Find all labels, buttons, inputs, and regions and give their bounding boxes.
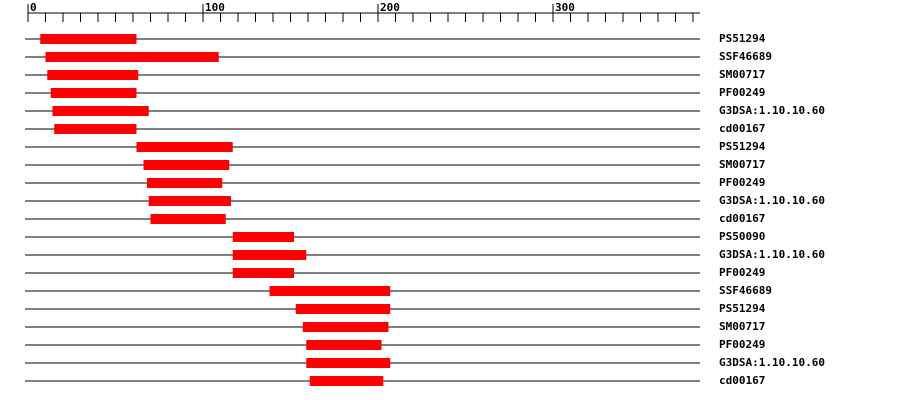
row-label: PF00249	[719, 338, 765, 351]
domain-bar	[306, 358, 391, 368]
domain-bar	[54, 124, 137, 134]
row-label: SM00717	[719, 158, 765, 171]
row-label: PS51294	[719, 32, 766, 45]
domain-bar	[232, 268, 294, 278]
row-label: G3DSA:1.10.10.60	[719, 104, 825, 117]
domain-bar	[269, 286, 391, 296]
domain-bar	[309, 376, 384, 386]
x-tick-label: 200	[380, 1, 400, 14]
row-label: PF00249	[719, 266, 765, 279]
row-label: G3DSA:1.10.10.60	[719, 356, 825, 369]
row-label: cd00167	[719, 122, 765, 135]
domain-bar	[136, 142, 233, 152]
row-label: cd00167	[719, 212, 765, 225]
x-tick-label: 0	[30, 1, 37, 14]
row-label: G3DSA:1.10.10.60	[719, 194, 825, 207]
x-tick-label: 100	[205, 1, 225, 14]
domain-bar	[150, 214, 226, 224]
domain-bar	[40, 34, 137, 44]
domain-bar	[232, 250, 307, 260]
domain-bar	[45, 52, 219, 62]
domain-bar	[148, 196, 231, 206]
domain-bar	[302, 322, 389, 332]
domain-bar	[232, 232, 294, 242]
row-label: PS50090	[719, 230, 765, 243]
row-label: cd00167	[719, 374, 765, 387]
row-label: PF00249	[719, 86, 765, 99]
row-label: SSF46689	[719, 284, 772, 297]
domain-bar	[47, 70, 139, 80]
x-tick-label: 300	[555, 1, 575, 14]
row-label: PS51294	[719, 140, 766, 153]
domain-bar	[306, 340, 382, 350]
row-label: PF00249	[719, 176, 765, 189]
row-label: SSF46689	[719, 50, 772, 63]
row-label: G3DSA:1.10.10.60	[719, 248, 825, 261]
domain-bar	[295, 304, 391, 314]
domain-bar	[52, 106, 149, 116]
row-label: SM00717	[719, 320, 765, 333]
row-label: PS51294	[719, 302, 766, 315]
domain-bar	[147, 178, 223, 188]
domain-bar	[50, 88, 137, 98]
row-label: SM00717	[719, 68, 765, 81]
domain-bar	[143, 160, 230, 170]
